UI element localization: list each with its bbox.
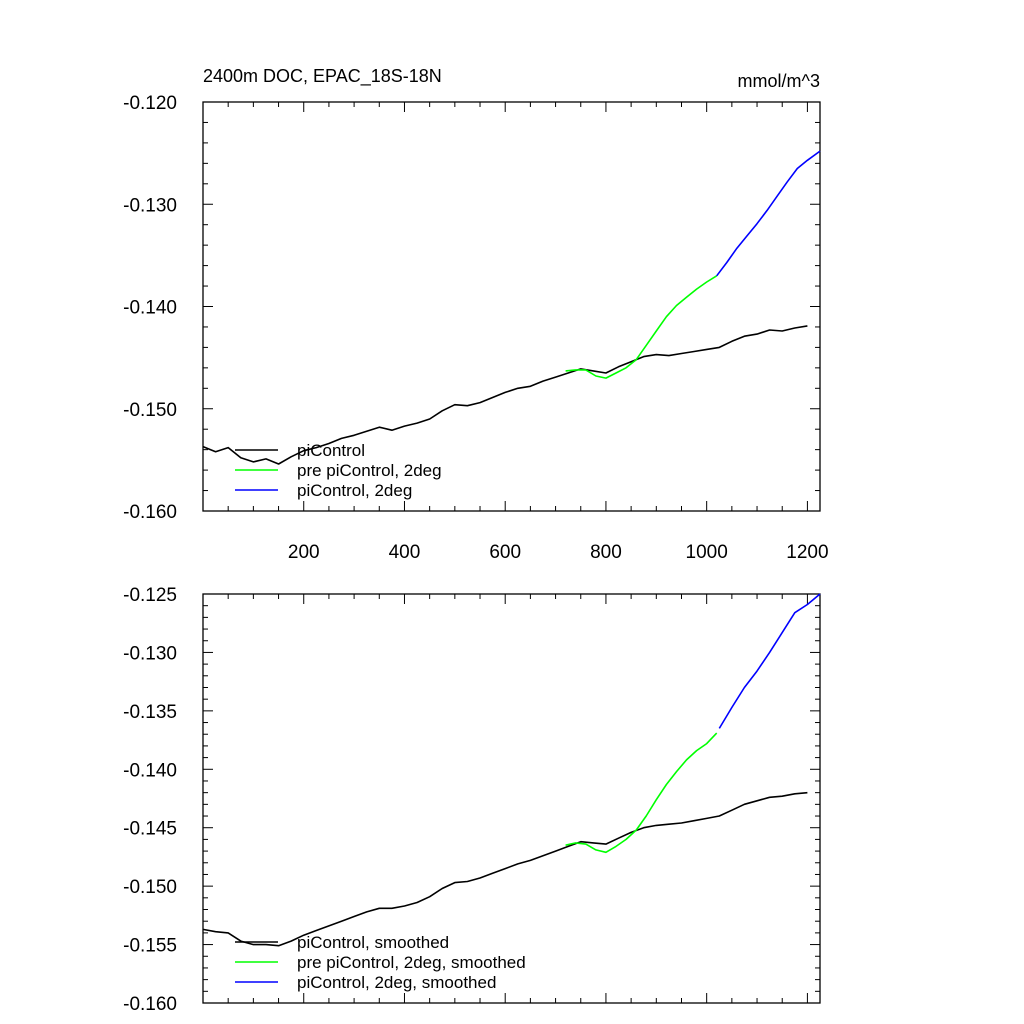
y-tick-label-0: -0.140 <box>123 298 177 319</box>
x-tick-label-0: 1200 <box>786 542 828 563</box>
series-line-0-2 <box>716 150 821 277</box>
series-line-0-0 <box>202 325 808 465</box>
legend-label-0-2: piControl, 2deg <box>297 481 412 500</box>
x-tick-label-0: 600 <box>489 542 521 563</box>
y-tick-label-0: -0.120 <box>123 93 177 114</box>
legend-label-1-2: piControl, 2deg, smoothed <box>297 973 496 992</box>
y-tick-label-1: -0.155 <box>123 936 177 957</box>
legend-label-0-0: piControl <box>297 441 365 460</box>
series-line-1-1 <box>565 732 718 854</box>
series-line-1-0 <box>202 791 808 947</box>
y-tick-label-0: -0.150 <box>123 400 177 421</box>
top-panel-title: 2400m DOC, EPAC_18S-18N <box>203 66 442 87</box>
y-tick-label-0: -0.130 <box>123 195 177 216</box>
y-tick-label-1: -0.125 <box>123 585 177 606</box>
series-line-0-1 <box>565 275 718 379</box>
y-tick-label-1: -0.150 <box>123 877 177 898</box>
y-tick-label-1: -0.130 <box>123 643 177 664</box>
bottom-panel: -0.160 -0.155 -0.150 -0.145 -0.140 -0.135 -0.1… <box>123 585 821 1015</box>
top-panel-units: mmol/m^3 <box>738 71 820 91</box>
y-tick-label-0: -0.160 <box>123 502 177 523</box>
x-tick-label-0: 200 <box>288 542 320 563</box>
y-tick-label-1: -0.145 <box>123 819 177 840</box>
series-line-1-2 <box>718 593 821 729</box>
x-tick-label-0: 800 <box>590 542 622 563</box>
y-tick-label-1: -0.135 <box>123 702 177 723</box>
x-tick-label-0: 1000 <box>686 542 728 563</box>
y-tick-label-1: -0.140 <box>123 760 177 781</box>
plot-frame-1 <box>202 593 821 1004</box>
plot-frame-0 <box>202 101 821 512</box>
x-tick-label-0: 400 <box>389 542 421 563</box>
top-panel: 2400m DOC, EPAC_18S-18N mmol/m^3 -0.160 -… <box>123 66 828 563</box>
legend-label-0-1: pre piControl, 2deg <box>297 461 442 480</box>
legend-label-1-1: pre piControl, 2deg, smoothed <box>297 953 526 972</box>
legend-label-1-0: piControl, smoothed <box>297 933 449 952</box>
y-tick-label-1: -0.160 <box>123 994 177 1015</box>
